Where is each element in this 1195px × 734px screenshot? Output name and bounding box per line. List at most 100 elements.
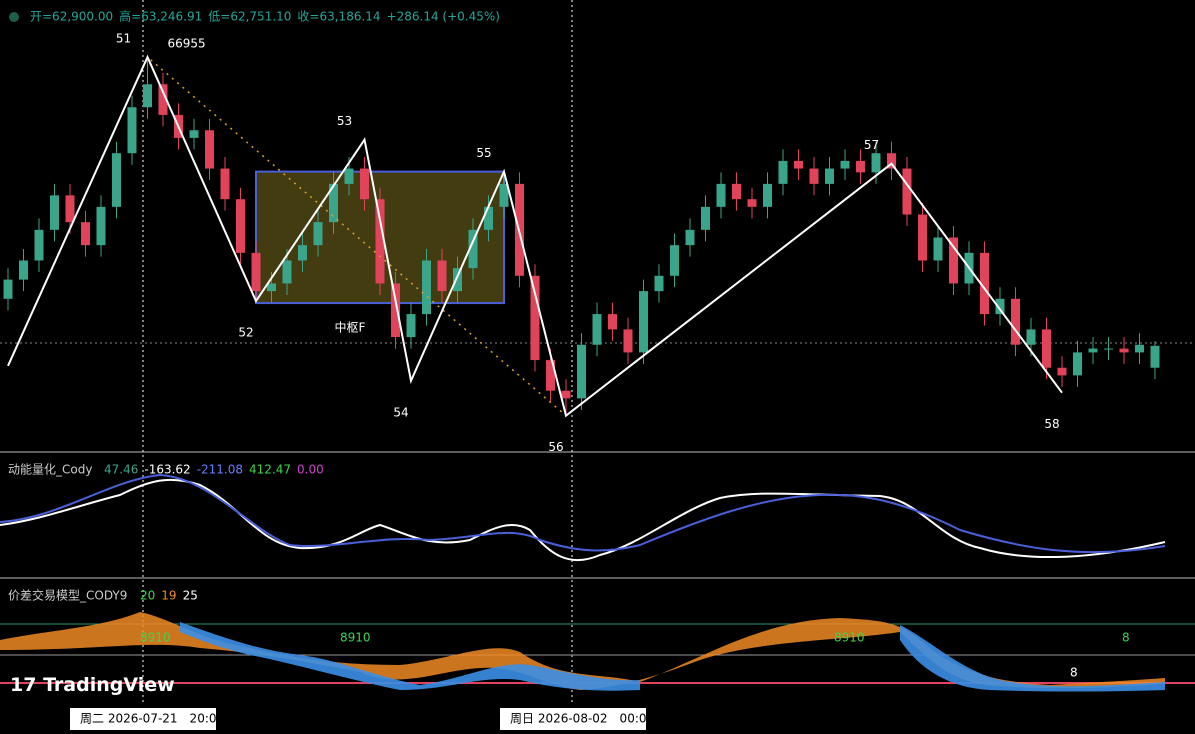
candle-body [251, 252, 261, 292]
signal-mark: 8 [1070, 666, 1078, 680]
pivot-label: 56 [548, 440, 563, 454]
candle-body [158, 84, 168, 115]
candle-body [1042, 329, 1051, 368]
candle-body [468, 229, 478, 269]
candle-body [701, 206, 710, 230]
candle-body [1119, 348, 1129, 353]
candle-body [484, 206, 493, 230]
ohlc-item: 高=63,246.91 [119, 9, 202, 24]
candle-body [34, 229, 44, 261]
spread-area [0, 612, 1165, 690]
pane-title: 动能量化_Cody [8, 463, 92, 477]
pane-value: 20 [140, 589, 155, 603]
candle-body [716, 183, 726, 207]
candle-body [732, 183, 741, 200]
candle-body [344, 168, 354, 184]
candle-body [19, 260, 28, 280]
pivot-label: 58 [1044, 417, 1059, 431]
candle-body [778, 160, 788, 184]
pivot-label: 53 [337, 114, 352, 128]
time-label-box [70, 708, 216, 730]
spread-pane [0, 612, 1195, 692]
candle-body [406, 314, 416, 338]
candle-body [918, 214, 927, 261]
status-dot [9, 12, 19, 22]
candle-body [840, 160, 850, 169]
pivot-label: 52 [238, 326, 253, 340]
candle-body [608, 314, 617, 330]
pivot-label: 51 [116, 32, 131, 46]
candle-body [499, 183, 509, 207]
candle-body [189, 130, 199, 138]
time-label: 周日 2026-08-02 00:00 [510, 712, 654, 726]
candle-body [530, 275, 540, 361]
candle-body [1104, 348, 1113, 350]
candle-body [639, 291, 648, 353]
candle-body [1088, 348, 1098, 353]
candle-body [1135, 344, 1144, 353]
zigzag-line [7, 54, 1063, 418]
candle-body [1073, 352, 1082, 376]
candle-body [825, 168, 834, 184]
candle-body [747, 199, 757, 207]
ohlc-header: 开=62,900.00 高=63,246.91 低=62,751.10 收=63,18… [30, 9, 500, 24]
candle-body [453, 268, 462, 292]
candle-body [670, 245, 679, 276]
candle-body [127, 107, 137, 154]
ohlc-item: 低=62,751.10 [208, 10, 291, 24]
candle-body [546, 360, 555, 391]
pane-value: 25 [183, 589, 198, 603]
pane-value: -211.08 [197, 463, 243, 477]
watermark: 17 TradingView [10, 674, 175, 696]
candle-body [205, 130, 214, 169]
candle-body [887, 153, 896, 169]
candle-body [654, 275, 664, 292]
pane-title: 价差交易模型_CODY9 [8, 588, 127, 603]
candle-body [65, 195, 75, 223]
candle-body [577, 344, 586, 399]
candle-body [809, 168, 819, 184]
candle-body [236, 199, 245, 253]
candle-body [1026, 329, 1036, 345]
candle-body [3, 279, 13, 299]
ohlc-item: 收=63,186.14 [297, 10, 380, 24]
candle-body [329, 183, 338, 223]
candle-body [360, 168, 369, 200]
signal-mark: 8910 [140, 631, 171, 645]
candle-body [1011, 298, 1020, 345]
pane-value: 412.47 [249, 463, 291, 477]
pane-values: 20 19 25 [140, 589, 198, 603]
candle-body [980, 252, 989, 315]
pivot-label: 54 [393, 405, 408, 419]
candle-body [856, 160, 865, 173]
candle-body [949, 237, 958, 284]
candle-body [437, 260, 447, 292]
signal-mark: 8 [1122, 631, 1130, 645]
momentum-pane [0, 473, 1166, 562]
pane-value: -163.62 [144, 463, 190, 477]
pane-value: 19 [161, 589, 176, 603]
candle-body [794, 160, 803, 169]
candle-body [933, 237, 943, 261]
pivot-label: 57 [864, 138, 879, 152]
candle-body [112, 153, 121, 207]
candle-body [143, 84, 152, 108]
time-label-box [500, 708, 646, 730]
signal-mark: 8910 [834, 631, 865, 645]
candle-body [220, 168, 230, 200]
pane-values: 47.46 -163.62 -211.08 412.47 0.00 [104, 463, 324, 477]
candle-body [1150, 345, 1160, 368]
ohlc-item: 开=62,900.00 [30, 10, 113, 24]
candle-body [561, 390, 571, 399]
signal-mark: 8910 [340, 631, 371, 645]
pivot-label: 55 [476, 146, 491, 160]
candle-body [267, 283, 276, 292]
signal-line [0, 473, 1166, 554]
candle-body [422, 260, 431, 315]
candle-body [623, 329, 633, 353]
candle-body [50, 195, 59, 230]
candle-body [871, 153, 881, 173]
candle-body [81, 222, 90, 246]
